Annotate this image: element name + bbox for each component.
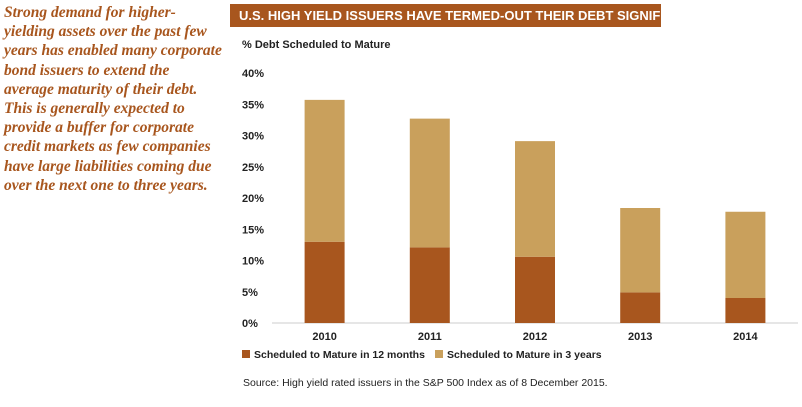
bar-2014-12-months bbox=[725, 298, 766, 323]
y-tick-label: 20% bbox=[242, 193, 264, 205]
bar-2012-12-months bbox=[515, 256, 555, 323]
x-tick-label: 2010 bbox=[312, 331, 336, 343]
bar-2011-3-years bbox=[409, 118, 450, 248]
y-tick-label: 15% bbox=[242, 224, 264, 236]
x-tick-label: 2011 bbox=[418, 331, 442, 343]
chart-area: % Debt Scheduled to Mature 0% 5% 10% 15% 20% 2… bbox=[230, 32, 802, 402]
y-tick-label: 30% bbox=[242, 131, 264, 143]
y-tick-label: 35% bbox=[242, 99, 264, 111]
x-tick-label: 2013 bbox=[628, 331, 652, 343]
chart-title: U.S. HIGH YIELD ISSUERS HAVE TERMED-OUT … bbox=[230, 4, 661, 27]
y-tick-label: 0% bbox=[242, 318, 258, 330]
legend-label: Scheduled to Mature in 12 months bbox=[254, 349, 425, 361]
legend-label: Scheduled to Mature in 3 years bbox=[447, 349, 602, 361]
bar-2010-3-years bbox=[304, 99, 345, 242]
bar-2010-12-months bbox=[304, 241, 345, 323]
bar-2011-12-months bbox=[409, 247, 450, 323]
bar-2013-12-months bbox=[620, 292, 661, 323]
legend-swatch bbox=[435, 350, 443, 358]
x-tick-label: 2014 bbox=[733, 331, 758, 343]
bar-2013-3-years bbox=[620, 208, 661, 293]
x-tick-label: 2012 bbox=[523, 331, 547, 343]
stacked-bar-chart: % Debt Scheduled to Mature 0% 5% 10% 15% 20% 2… bbox=[242, 39, 798, 361]
bar-2012-3-years bbox=[515, 141, 555, 257]
source-note: Source: High yield rated issuers in the … bbox=[243, 377, 608, 389]
y-tick-label: 40% bbox=[242, 68, 264, 80]
y-tick-label: 25% bbox=[242, 162, 264, 174]
bar-2014-3-years bbox=[725, 211, 766, 298]
y-tick-label: 5% bbox=[242, 287, 258, 299]
y-axis-label: % Debt Scheduled to Mature bbox=[242, 39, 391, 51]
sidebar-commentary: Strong demand for higher-yielding assets… bbox=[4, 4, 222, 194]
legend-swatch bbox=[242, 350, 250, 358]
y-tick-label: 10% bbox=[242, 256, 264, 268]
